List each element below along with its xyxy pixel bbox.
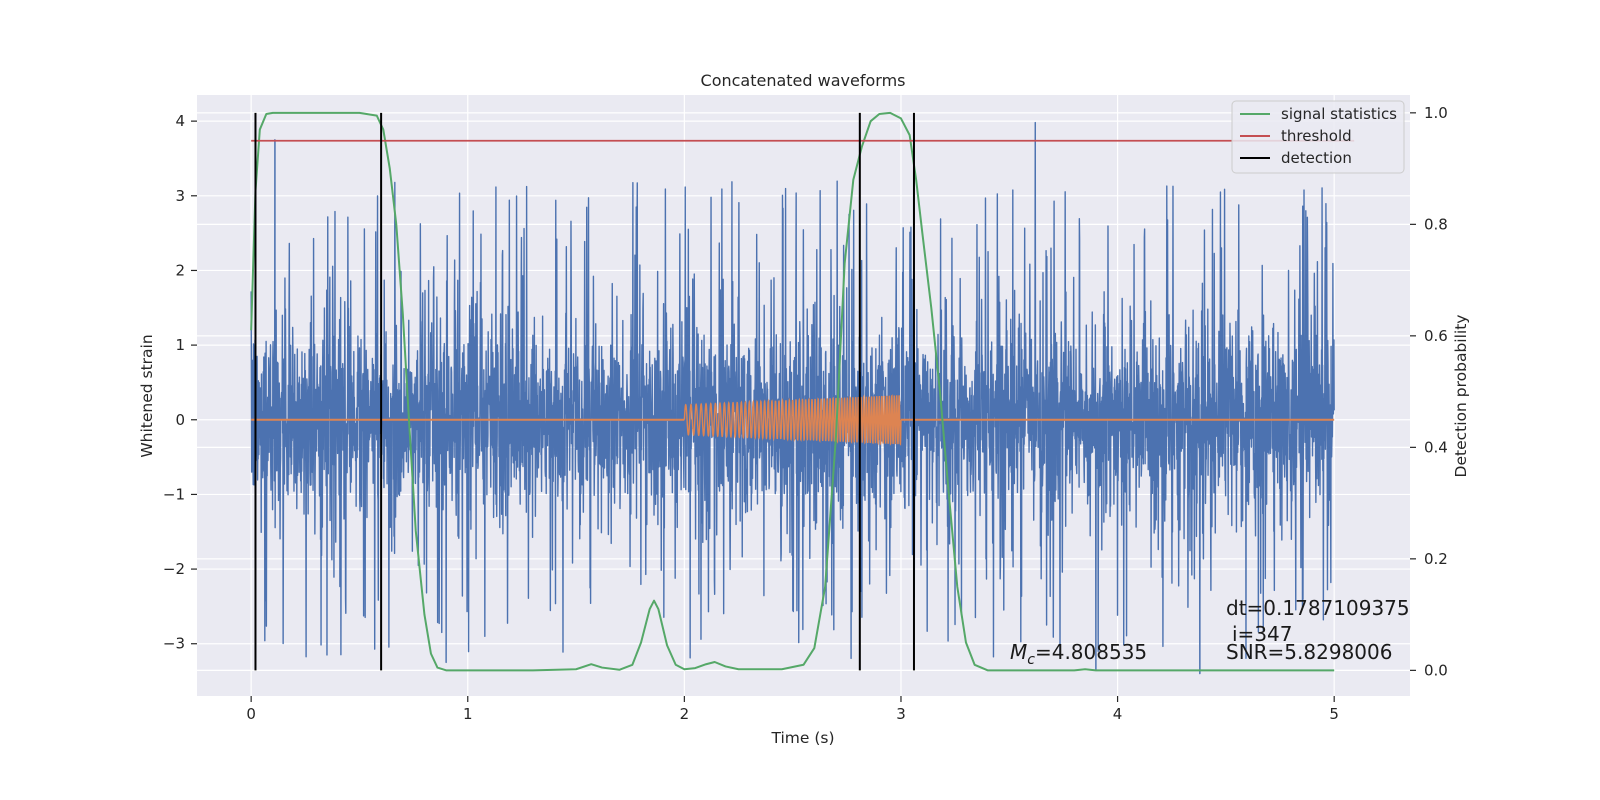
signal-statistics-series bbox=[250, 111, 1335, 672]
annotations: Mc=4.808535 dt=0.1787109375 i=347 SNR=5.… bbox=[1010, 596, 1410, 668]
y-tick-label: −2 bbox=[163, 560, 185, 578]
y-tick-label: −1 bbox=[163, 485, 185, 503]
chirp-mass-symbol: M bbox=[1010, 640, 1027, 664]
y-tick-label: 3 bbox=[175, 187, 185, 205]
chirp-mass-subscript: c bbox=[1027, 652, 1035, 668]
snr-annotation: SNR=5.8298006 bbox=[1226, 640, 1392, 664]
legend-label-signal-statistics: signal statistics bbox=[1281, 105, 1397, 123]
chirp-mass-value: =4.808535 bbox=[1035, 640, 1147, 664]
y2-tick-label: 0.6 bbox=[1424, 327, 1448, 345]
y-tick-label: 1 bbox=[175, 336, 185, 354]
y-tick-label: −3 bbox=[163, 635, 185, 653]
x-tick-label: 5 bbox=[1329, 705, 1339, 723]
y-tick-label: 2 bbox=[175, 261, 185, 279]
y2-axis-label: Detection probability bbox=[1452, 315, 1470, 478]
legend-label-detection: detection bbox=[1281, 149, 1352, 167]
index-annotation: i=347 bbox=[1232, 622, 1293, 646]
x-tick-label: 2 bbox=[680, 705, 690, 723]
detection-series bbox=[254, 112, 915, 671]
y2-tick-label: 1.0 bbox=[1424, 104, 1448, 122]
y-axis-label: Whitened strain bbox=[138, 334, 156, 457]
x-axis: 0 1 2 3 4 5 bbox=[246, 696, 1339, 723]
x-tick-label: 3 bbox=[896, 705, 906, 723]
noise-line bbox=[250, 121, 1335, 675]
x-axis-label: Time (s) bbox=[770, 729, 834, 747]
dt-annotation: dt=0.1787109375 bbox=[1226, 596, 1410, 620]
signal-statistics-line bbox=[250, 111, 1335, 672]
x-tick-label: 1 bbox=[463, 705, 473, 723]
chirp-mass-annotation: Mc=4.808535 bbox=[1010, 640, 1147, 668]
y-tick-label: 4 bbox=[175, 112, 185, 130]
injection-line bbox=[683, 394, 902, 446]
y2-tick-label: 0.2 bbox=[1424, 550, 1448, 568]
y-tick-label: 0 bbox=[175, 411, 185, 429]
y2-tick-label: 0.0 bbox=[1424, 661, 1448, 679]
x-tick-label: 0 bbox=[246, 705, 256, 723]
legend-box bbox=[1231, 100, 1405, 174]
y-axis-left: −3 −2 −1 0 1 2 3 4 bbox=[163, 112, 197, 653]
x-tick-label: 4 bbox=[1113, 705, 1123, 723]
y2-tick-label: 0.4 bbox=[1424, 438, 1448, 456]
noise-series bbox=[250, 121, 1335, 675]
legend-label-threshold: threshold bbox=[1281, 127, 1352, 145]
legend: signal statistics threshold detection bbox=[1231, 100, 1405, 174]
chart-title: Concatenated waveforms bbox=[701, 71, 906, 90]
y2-tick-label: 0.8 bbox=[1424, 215, 1448, 233]
y-axis-right: 0.0 0.2 0.4 0.6 0.8 1.0 bbox=[1410, 104, 1448, 679]
injection-series bbox=[251, 394, 1335, 446]
